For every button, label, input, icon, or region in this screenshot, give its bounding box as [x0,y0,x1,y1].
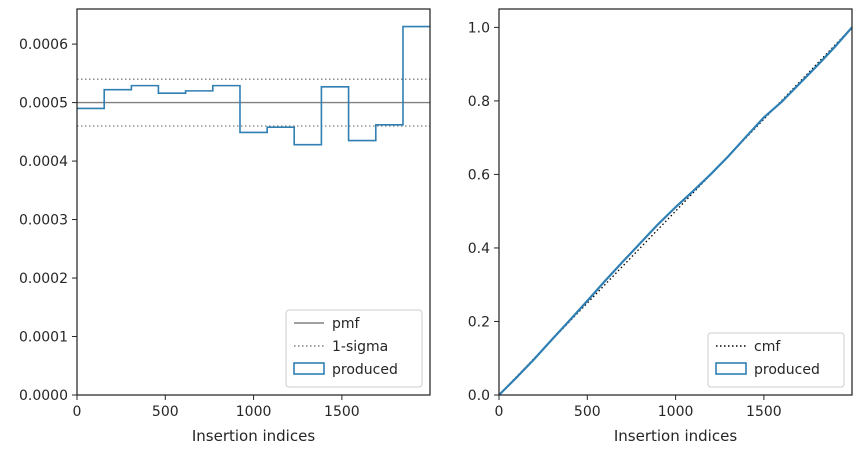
panel-2-x-tick-label: 1500 [746,404,782,420]
panel-1-plot-area [77,25,430,146]
panel-2-x-tick-label: 1000 [658,404,694,420]
panel-2-y-tick-label: 0.8 [468,94,490,110]
panel-2-plot-area [499,26,852,395]
panel-2-y-tick-label: 1.0 [468,20,490,36]
panel-2-y-tick-label: 0.2 [468,314,490,330]
panel-1-x-tick-label: 0 [73,404,82,420]
panel-2-y-tick-label: 0.4 [468,241,490,257]
panel-2-x-axis-label: Insertion indices [614,427,737,445]
panel-1-y-tick-label: 0.0004 [19,154,68,170]
panel-1-x-axis-label: Insertion indices [192,427,315,445]
panel-1-y-tick-label: 0.0000 [19,388,68,404]
panel-2-x-tick-label: 0 [495,404,504,420]
panel-1-y-tick-label: 0.0002 [19,271,68,287]
legend-produced-label: produced [332,362,398,378]
panel-1-x-tick-label: 1000 [236,404,272,420]
panel-1-y-tick-label: 0.0005 [19,96,68,112]
panel-1-legend-box [285,309,423,388]
legend-produced-swatch [293,362,325,375]
panel-1-frame [76,8,431,396]
legend-produced-swatch [715,362,747,375]
produced-histogram [77,25,430,146]
panel-2-y-tick-label: 0.6 [468,167,490,183]
legend-produced-label: produced [754,362,820,378]
panel-1-x-tick-label: 500 [152,404,179,420]
legend-pmf-label: pmf [332,316,361,332]
panel-1-y-tick-label: 0.0003 [19,213,68,229]
panel-1-x-tick-label: 1500 [324,404,360,420]
legend-1-sigma-label: 1-sigma [332,339,388,355]
panel-1-y-tick-label: 0.0001 [19,330,68,346]
panel-2-x-tick-label: 500 [574,404,601,420]
legend-cmf-label: cmf [754,339,781,355]
panel-2-frame [498,8,853,396]
produced-line [499,26,852,395]
panel-1-y-tick-label: 0.0006 [19,37,68,53]
panel-2-y-tick-label: 0.0 [468,388,490,404]
